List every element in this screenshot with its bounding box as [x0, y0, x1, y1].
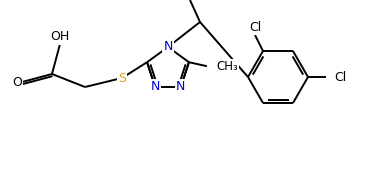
- Text: CH₃: CH₃: [216, 60, 238, 73]
- Text: N: N: [163, 41, 173, 54]
- Text: O: O: [12, 76, 22, 88]
- Text: N: N: [150, 80, 160, 93]
- Text: Cl: Cl: [249, 21, 261, 33]
- Text: S: S: [118, 72, 126, 84]
- Text: N: N: [176, 80, 186, 93]
- Text: Cl: Cl: [334, 70, 346, 84]
- Text: OH: OH: [50, 31, 70, 43]
